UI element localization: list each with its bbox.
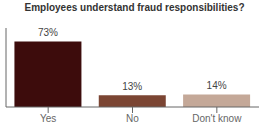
svg-text:73%: 73% [38,27,58,38]
svg-text:No: No [126,113,139,124]
svg-text:Yes: Yes [40,113,56,124]
html-text:Employees understand fraud res: Employees understand fraud responsibilit… [24,2,245,13]
svg-text:Don't know: Don't know [192,113,242,124]
svg-text:14%: 14% [207,80,227,91]
svg-text:13%: 13% [122,81,142,92]
